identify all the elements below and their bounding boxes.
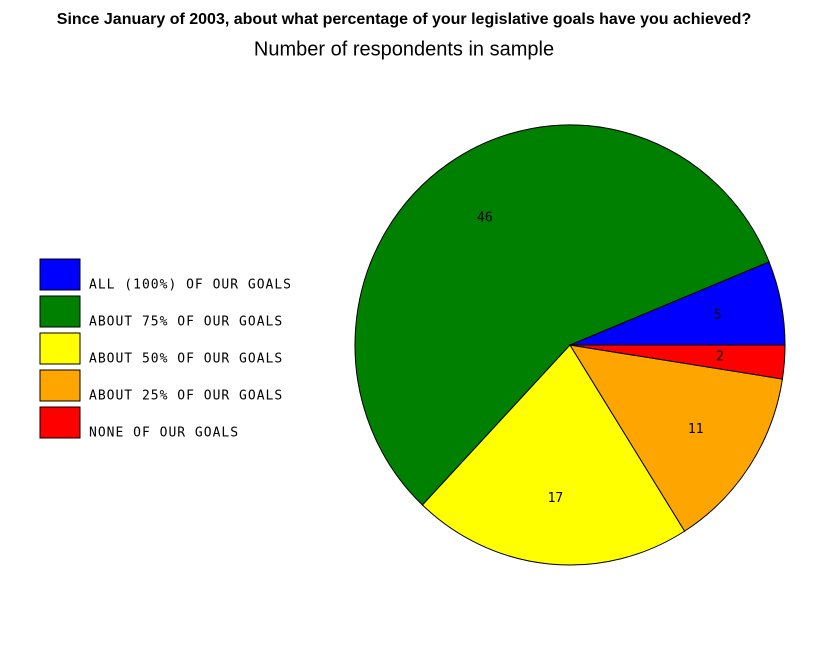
legend-swatch xyxy=(39,406,81,439)
slice-label: 17 xyxy=(548,491,564,506)
legend-swatch xyxy=(39,369,81,402)
slice-label: 5 xyxy=(714,308,722,323)
chart-subtitle: Number of respondents in sample xyxy=(254,38,554,60)
legend-label: ALL (100%) OF OUR GOALS xyxy=(89,278,292,293)
legend-swatch xyxy=(39,295,81,328)
pie-slice xyxy=(421,344,686,566)
legend-swatch xyxy=(39,332,81,365)
pie-slice xyxy=(569,344,783,532)
legend-swatch xyxy=(39,258,81,291)
chart-title: Since January of 2003, about what percen… xyxy=(57,11,751,28)
slice-label: 2 xyxy=(716,349,724,364)
pie-slice xyxy=(569,344,786,380)
slice-label: 11 xyxy=(688,422,704,437)
legend-label: ABOUT 25% OF OUR GOALS xyxy=(89,389,283,404)
legend-label: ABOUT 50% OF OUR GOALS xyxy=(89,352,283,367)
legend-label: NONE OF OUR GOALS xyxy=(89,426,239,441)
slice-label: 46 xyxy=(477,211,493,226)
legend-label: ABOUT 75% OF OUR GOALS xyxy=(89,315,283,330)
pie-slice xyxy=(354,124,770,506)
